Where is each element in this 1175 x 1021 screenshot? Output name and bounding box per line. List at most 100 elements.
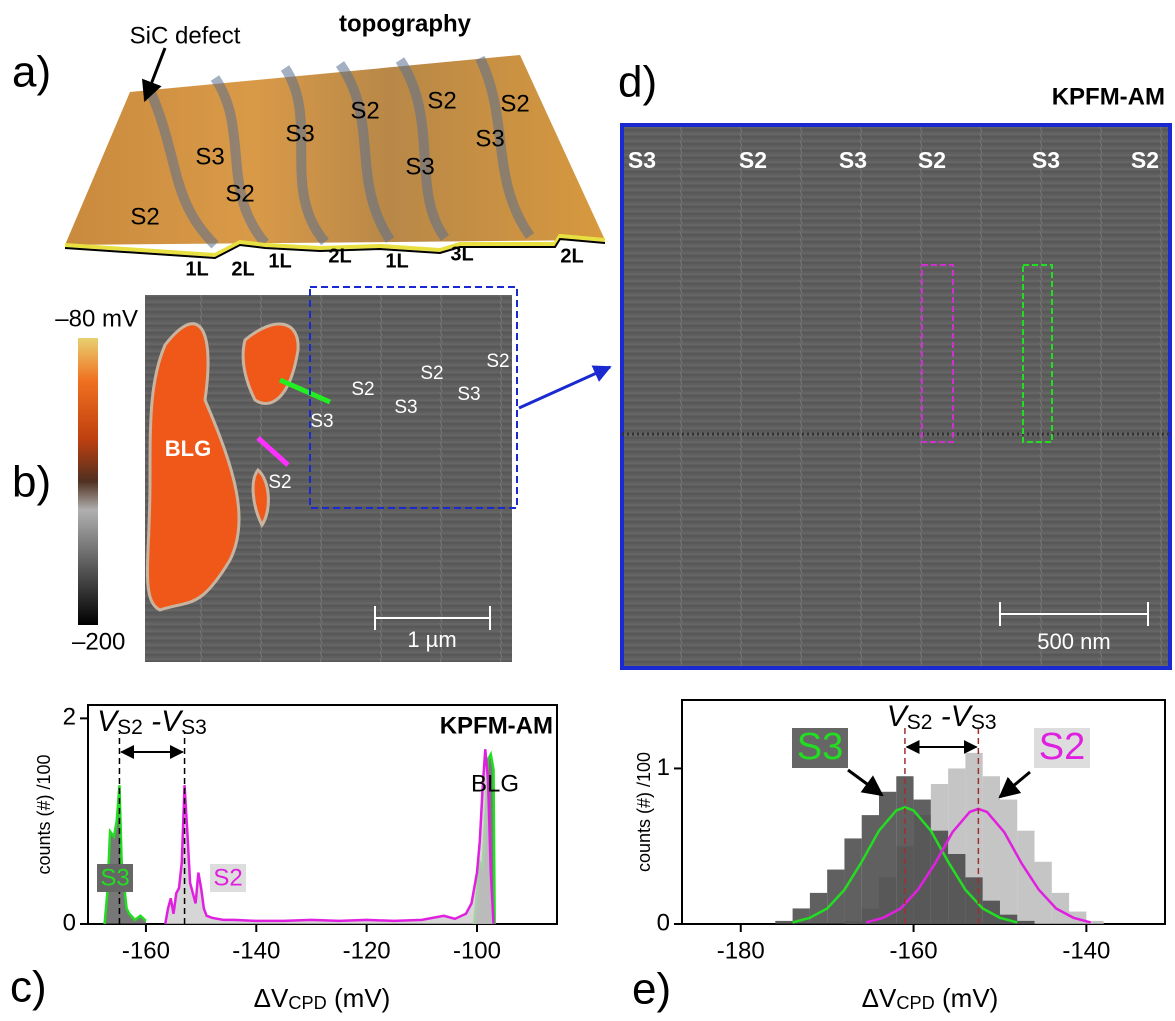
series-line [164, 749, 495, 925]
label-part: -V [143, 705, 184, 738]
axis-label: VS2 -VS3 [887, 700, 997, 734]
legend-box [97, 864, 133, 892]
colorbar [78, 338, 98, 625]
label-part: ΔV [862, 983, 897, 1013]
map-label: S3 [839, 147, 867, 173]
topography-surface [65, 55, 605, 245]
defect-arrow [141, 47, 167, 102]
label-part: CPD [288, 993, 326, 1013]
terrace-label: S2 [427, 87, 456, 114]
y-tick-label: 0 [657, 909, 670, 936]
pointer [847, 768, 884, 797]
chart-title: KPFM-AM [440, 712, 553, 739]
legend-box [210, 864, 246, 892]
panel-label: b) [12, 458, 51, 507]
label-part: S2 [907, 711, 933, 734]
map-label: S3 [394, 397, 417, 418]
map-label: S3 [310, 411, 333, 432]
label-part: V [97, 705, 120, 738]
layer-label: 2L [328, 245, 351, 267]
blg-region [241, 322, 300, 528]
peak-label: BLG [471, 770, 519, 797]
layer-label: 2L [231, 258, 254, 280]
legend-label: S3 [100, 864, 129, 891]
x-tick-label: -180 [717, 937, 765, 964]
terrace-label: S3 [285, 120, 314, 147]
terrace-label: S3 [195, 143, 224, 170]
legend-label: S2 [1039, 726, 1085, 768]
x-tick-label: -160 [890, 937, 938, 964]
colorbar-min: –200 [72, 628, 125, 655]
histogram-bar [844, 838, 862, 924]
map-label: S2 [486, 351, 509, 372]
layer-label: 2L [560, 245, 583, 267]
y-tick-label: 2 [63, 704, 76, 731]
legend-label: S2 [213, 864, 242, 891]
label-part: S3 [181, 716, 207, 739]
map-label: S3 [1032, 147, 1060, 173]
layer-label: 3L [450, 243, 473, 265]
series-line [103, 750, 496, 925]
layer-label: 1L [185, 258, 208, 280]
panel-title: topography [339, 10, 472, 37]
map-label: S2 [918, 147, 946, 173]
colorbar-max: –80 mV [55, 305, 138, 332]
panel-label: a) [12, 48, 51, 97]
panel-title: KPFM-AM [1052, 83, 1165, 110]
step-edges [145, 55, 535, 249]
s3-region-box [1022, 264, 1053, 443]
label-part: CPD [896, 993, 934, 1013]
annotation: SiC defect [130, 22, 241, 49]
histogram-bar [775, 920, 793, 924]
y-tick-label: 1 [657, 754, 670, 781]
axis-label: ΔVCPD (mV) [862, 983, 999, 1013]
label-part: (mV) [327, 983, 391, 1013]
surface-edge [64, 233, 606, 258]
terrace-label: S2 [130, 203, 159, 230]
map-label: S3 [628, 147, 656, 173]
layer-label: 1L [385, 250, 408, 272]
y-axis-label: counts (#) /100 [634, 752, 654, 872]
map-label: S3 [457, 384, 480, 405]
terrace-label: S3 [475, 125, 504, 152]
terrace-label: S2 [225, 180, 254, 207]
label-part: S3 [971, 711, 997, 734]
pointer [998, 770, 1031, 799]
zoom-arrow [518, 365, 612, 410]
panel-label: e) [632, 965, 671, 1014]
label-part: -V [932, 700, 973, 733]
x-tick-label: -140 [1062, 937, 1110, 964]
s3-profile-line [278, 377, 332, 405]
histogram-bar [1086, 920, 1104, 924]
y-axis-label: counts (#) /100 [34, 754, 54, 874]
legend-label: S3 [797, 726, 843, 768]
map-label: S2 [351, 379, 374, 400]
scale-label: 500 nm [1037, 629, 1110, 654]
histogram-bar [913, 799, 931, 924]
kpfm-zoom-map [620, 123, 1172, 670]
histogram-bar [1051, 892, 1070, 924]
kpfm-zoom-panel [620, 123, 1172, 670]
label-part: (mV) [935, 983, 999, 1013]
s2-profile-line [256, 436, 290, 467]
layer-label: 1L [268, 250, 291, 272]
histogram-bar [827, 869, 845, 924]
histogram-bar [1017, 830, 1035, 924]
axis-label: VS2 -VS3 [97, 705, 207, 739]
fit-curve [792, 806, 1018, 924]
panel-label: c) [10, 963, 47, 1012]
kpfm-map-panel [78, 286, 612, 662]
x-tick-label: -160 [122, 937, 170, 964]
x-tick-label: -120 [343, 937, 391, 964]
terrace-label: S2 [350, 97, 379, 124]
histogram-bar [948, 854, 966, 924]
legend-box [1034, 728, 1090, 768]
label-part: ΔV [254, 983, 289, 1013]
label-part: S2 [117, 716, 143, 739]
histogram-bar [861, 815, 880, 924]
scale-label: 1 µm [407, 627, 456, 652]
s2-region-box [921, 264, 954, 443]
histogram-bar [999, 799, 1018, 924]
histogram-bar [1017, 920, 1035, 924]
